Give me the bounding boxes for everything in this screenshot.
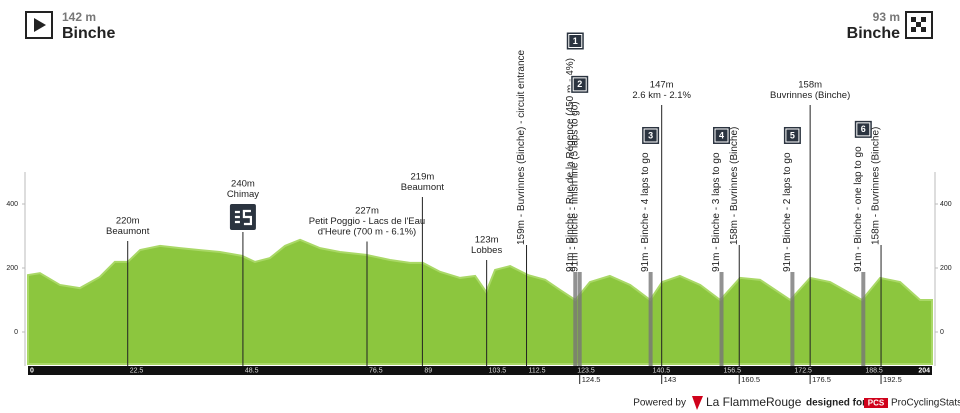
waypoint-label: 91m - Binche - 3 laps to go [711,152,722,272]
lap-badge-inner [856,122,871,137]
sprint-glyph [234,209,253,226]
lap-badge-label: 2 [577,79,582,89]
y-tick-label: 0 [940,329,944,336]
powered-by: Powered by [633,398,686,409]
waypoint-label: Beaumont [106,226,150,237]
distance-bar [28,366,932,375]
start-altitude: 142 m [62,10,96,24]
brand: La FlammeRouge [706,395,802,409]
waypoint-label: d'Heure (700 m - 6.1%) [318,227,416,238]
waypoint-label: 123m [475,235,499,246]
km-label: 22.5 [130,367,144,374]
km-label: 112.5 [529,367,546,374]
start-arrow [34,18,46,32]
elevation-area [27,238,933,365]
km-end: 204 [918,367,930,374]
km-label: 124.5 [582,375,601,384]
km-label: 156.5 [724,367,742,374]
waypoint-label: 158m - Buvrinnes (Binche) [729,127,740,245]
lap-badge-inner [785,128,800,143]
km-label: 160.5 [741,375,760,384]
waypoint-label: 91m - Binche - finish line (5 laps to go… [569,101,580,272]
waypoint-label: 227m [355,206,379,217]
waypoint-label: Chimay [227,189,259,200]
waypoint-label: 147m [650,80,674,91]
flamme-logo [692,396,703,410]
waypoint-label: 91m - Binche - 2 laps to go [782,152,793,272]
km-label: 89 [424,367,432,374]
start-icon [25,11,53,39]
y-tick-label: 400 [940,201,952,208]
waypoint-label: 159m - Buvrinnes (Binche) - circuit entr… [516,49,527,245]
y-tick-label: 200 [6,265,18,272]
lap-badge-label: 6 [861,124,866,134]
pcs-label: PCS [868,399,885,408]
waypoint-label: Buvrinnes (Binche) [770,90,850,101]
waypoint-label: Lobbes [471,245,502,256]
y-tick-label: 0 [14,329,18,336]
waypoint-label: 91m - Binche - Rue de la Régence (450 m … [565,58,576,272]
lap-badge-inner [643,128,658,143]
lap-badge-label: 4 [719,130,724,140]
finish-name: Binche [847,25,900,42]
lap-badge-label: 5 [790,130,795,140]
waypoint-label: Petit Poggio - Lacs de l'Eau [309,216,425,227]
km-label: 188.5 [865,367,883,374]
lap-badge-label: 1 [573,36,578,46]
lap-badge [853,119,873,139]
km-label: 123.5 [577,367,595,374]
waypoint-label: 91m - Binche - 4 laps to go [640,152,651,272]
waypoint-label: 220m [116,216,140,227]
y-tick-label: 200 [940,265,952,272]
waypoint-label: 158m [798,80,822,91]
waypoint-label: 91m - Binche - one lap to go [853,146,864,272]
lap-badge-inner [572,77,587,92]
lap-badge-inner [714,128,729,143]
km-label: 176.5 [812,375,831,384]
km-label: 143 [664,375,677,384]
lap-badge [641,125,661,145]
lap-badge [565,31,585,51]
km-label: 172.5 [794,367,812,374]
lap-badge-inner [568,34,583,48]
pcs-badge [864,398,888,408]
km-label: 48.5 [245,367,259,374]
waypoint-label: Beaumont [401,182,445,193]
km-label: 192.5 [883,375,902,384]
km-label: 140.5 [653,367,671,374]
km-start: 0 [30,367,34,374]
waypoint-label: 219m [411,172,435,183]
km-label: 76.5 [369,367,383,374]
km-label: 103.5 [489,367,507,374]
waypoint-label: 240m [231,179,255,190]
waypoint-label: 158m - Buvrinnes (Binche) [871,127,882,245]
designed-for: designed for [806,398,866,409]
y-tick-label: 400 [6,201,18,208]
waypoint-label: 2.6 km - 2.1% [632,90,691,101]
site-name: ProCyclingStats [891,398,960,409]
finish-checker [911,17,926,32]
lap-badge [570,74,590,94]
finish-altitude: 93 m [873,10,900,24]
start-name: Binche [62,25,115,42]
lap-badge-label: 3 [648,130,653,140]
lap-badge [712,125,732,145]
lap-badge [782,125,802,145]
